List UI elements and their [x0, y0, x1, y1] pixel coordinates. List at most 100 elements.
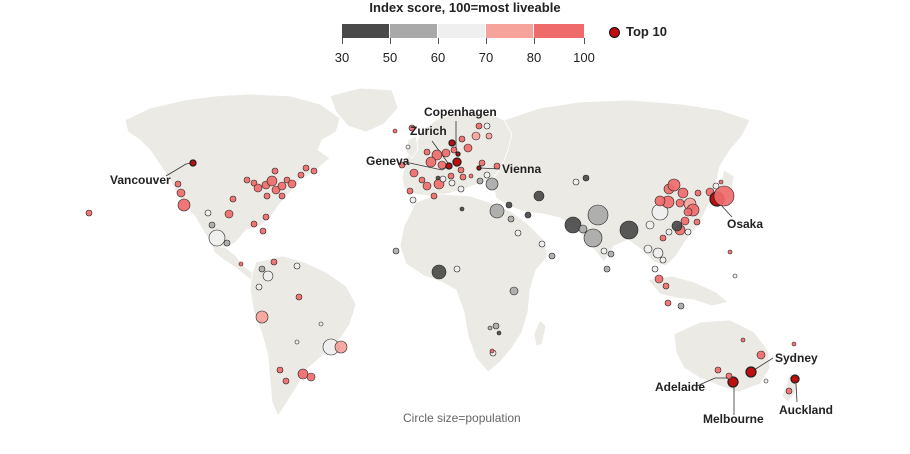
city-dot — [652, 247, 664, 259]
city-dot — [727, 249, 733, 255]
city-dot — [177, 198, 191, 212]
city-dot — [493, 162, 501, 170]
city-dot — [408, 124, 416, 132]
city-dot — [297, 171, 305, 179]
city-dot — [398, 161, 406, 169]
city-dot — [684, 228, 692, 236]
size-note: Circle size=population — [403, 411, 521, 425]
city-dot — [483, 171, 491, 179]
city-dot — [229, 195, 237, 203]
legend-tick-mark — [438, 38, 439, 44]
city-dot — [763, 378, 769, 384]
city-dot — [718, 179, 724, 185]
legend-tick-label: 30 — [334, 50, 350, 65]
legend-tick-mark — [390, 38, 391, 44]
city-dot — [392, 128, 398, 134]
city-dot — [645, 220, 655, 230]
city-dot — [258, 265, 266, 273]
city-dot — [459, 173, 467, 181]
top10-city-dot — [452, 157, 462, 167]
leader-line — [753, 357, 774, 371]
legend-tick-mark — [486, 38, 487, 44]
legend-tick-label: 50 — [382, 50, 398, 65]
city-dot — [659, 256, 667, 264]
city-dot — [483, 122, 491, 130]
city-label-copenhagen: Copenhagen — [424, 105, 497, 119]
city-dot — [607, 250, 615, 258]
city-dot — [725, 372, 733, 380]
city-label-geneva: Geneva — [366, 154, 410, 168]
legend-tick-label: 80 — [526, 50, 542, 65]
city-dot — [302, 164, 310, 172]
city-label-zurich: Zurich — [410, 124, 447, 138]
city-dot — [453, 265, 461, 273]
city-dot — [425, 156, 437, 168]
legend-tick-label: 60 — [430, 50, 446, 65]
city-dot — [262, 213, 270, 221]
legend-segment — [534, 24, 584, 38]
city-dot — [677, 187, 689, 199]
city-dot — [662, 282, 670, 290]
city-dot — [514, 229, 522, 237]
city-dot — [671, 220, 683, 232]
city-label-adelaide: Adelaide — [655, 380, 705, 394]
top10-city-dot — [445, 162, 453, 170]
city-dot — [255, 310, 269, 324]
city-dot — [475, 122, 483, 130]
city-dot — [665, 228, 673, 236]
top10-label: Top 10 — [626, 24, 667, 39]
city-dot — [334, 340, 348, 354]
legend-color-scale — [342, 24, 584, 38]
city-dot — [176, 188, 186, 198]
city-dot — [694, 189, 702, 197]
leader-line — [696, 377, 728, 387]
city-dot — [458, 135, 466, 143]
city-dot — [654, 274, 664, 284]
top10-swatch-icon — [609, 27, 620, 38]
leader-line — [719, 203, 733, 218]
city-dot — [409, 168, 419, 178]
land-uk — [405, 135, 419, 159]
top10-city-dot — [448, 139, 456, 147]
city-dot — [293, 262, 301, 270]
city-dot — [654, 195, 666, 207]
top10-city-dot — [476, 165, 482, 171]
top10-city-dot — [745, 366, 757, 378]
city-dot — [409, 196, 417, 204]
city-dot — [450, 146, 458, 154]
city-dot — [255, 283, 263, 291]
city-dot — [505, 201, 513, 209]
city-dot — [297, 368, 309, 380]
land-africa — [399, 193, 549, 373]
city-dot — [713, 185, 735, 207]
city-dot — [243, 176, 251, 184]
city-dot — [448, 179, 456, 187]
city-dot — [431, 264, 447, 280]
land-madagascar — [533, 319, 547, 347]
city-dot — [266, 175, 278, 187]
city-dot — [85, 209, 93, 217]
city-dot — [693, 218, 701, 226]
city-dot — [250, 220, 258, 228]
city-dot — [278, 192, 286, 200]
legend-segment — [342, 24, 390, 38]
city-dot — [582, 174, 590, 182]
city-dot — [250, 179, 258, 187]
city-labels: Vancouver Copenhagen Zurich Geneva Vienna Osa… — [110, 105, 833, 426]
city-dot — [619, 220, 639, 240]
city-dot — [524, 211, 532, 219]
city-dot — [208, 221, 216, 229]
city-label-osaka: Osaka — [727, 217, 763, 231]
city-dot — [439, 175, 447, 183]
city-dot — [756, 350, 766, 360]
city-label-sydney: Sydney — [775, 351, 818, 365]
legend-title: Index score, 100=most liveable — [369, 0, 561, 15]
city-dot — [271, 185, 281, 195]
legend-segment — [390, 24, 438, 38]
leader-line — [795, 383, 798, 403]
legend-tick-mark — [584, 38, 585, 44]
city-dot — [423, 148, 431, 156]
city-label-vancouver: Vancouver — [110, 173, 171, 187]
city-dot — [564, 216, 582, 234]
city-dot — [740, 337, 746, 343]
